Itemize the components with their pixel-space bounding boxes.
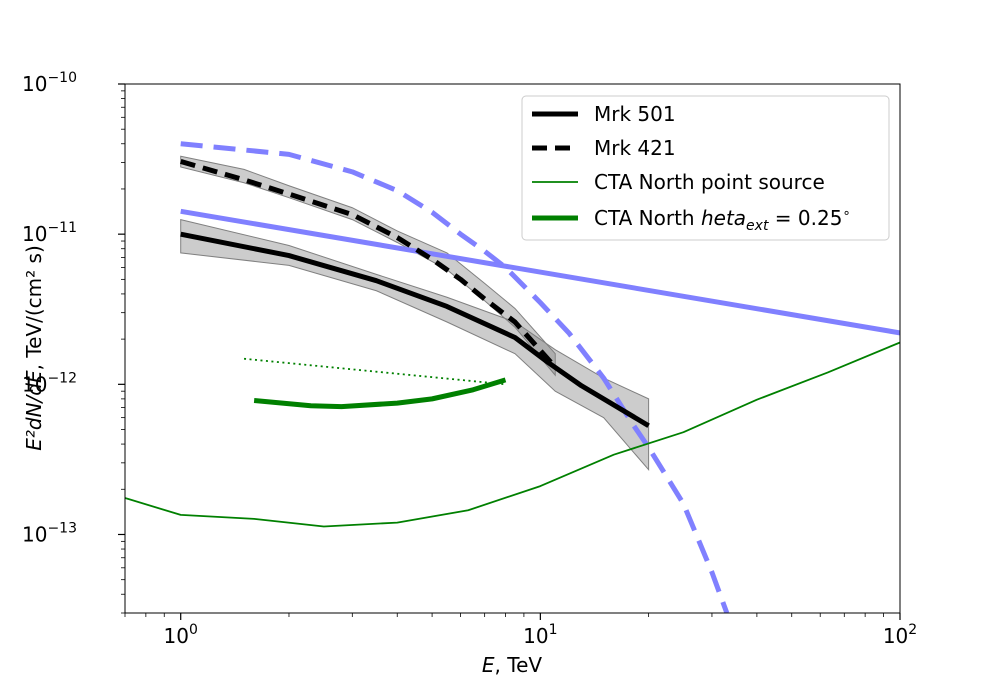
- series-mrk-421-model: [180, 141, 730, 613]
- x-axis: 100 101 102: [124, 613, 917, 648]
- series-cta-north-point-source: [125, 341, 900, 528]
- legend-box: [521, 95, 890, 241]
- series-cta-north-theta-ext-0-25-circ: [253, 377, 507, 410]
- legend: Mrk 501 Mrk 421 CTA North point source CTA …: [521, 95, 890, 241]
- series-mrk-501-model: [180, 208, 900, 336]
- x-tick-label: 102: [883, 622, 917, 648]
- legend-label: CTA North point source: [594, 170, 825, 194]
- y-tick-label: 10−10: [22, 70, 77, 96]
- x-axis-label: E, TeV: [482, 653, 542, 677]
- x-axis-label-var: E: [482, 653, 495, 677]
- series-cta-north-extended-dotted: [243, 357, 506, 386]
- y-axis: 10−10 10−11 10−12 10−13: [22, 70, 125, 614]
- data-series: [125, 141, 900, 613]
- y-axis-label-var: E²dN/dE: [22, 370, 46, 451]
- legend-label: Mrk 501: [594, 102, 676, 126]
- x-tick-label: 100: [164, 622, 198, 648]
- mrk-421-uncertainty-band: [180, 155, 556, 377]
- legend-label: Mrk 421: [594, 136, 676, 160]
- y-tick-label: 10−11: [22, 220, 77, 246]
- series-mrk-421: [180, 159, 558, 369]
- series-mrk-501: [180, 231, 650, 428]
- y-axis-label: E²dN/dE, TeV/(cm² s): [22, 245, 46, 451]
- y-axis-label-unit: , TeV/(cm² s): [22, 245, 46, 370]
- x-tick-label: 101: [523, 622, 557, 648]
- x-axis-label-unit: , TeV: [495, 653, 543, 677]
- y-tick-label: 10−12: [22, 370, 77, 396]
- plot-frame: [124, 83, 901, 614]
- legend-label: CTA North hetaext = 0.25∘: [594, 206, 851, 234]
- y-tick-label: 10−13: [22, 520, 77, 546]
